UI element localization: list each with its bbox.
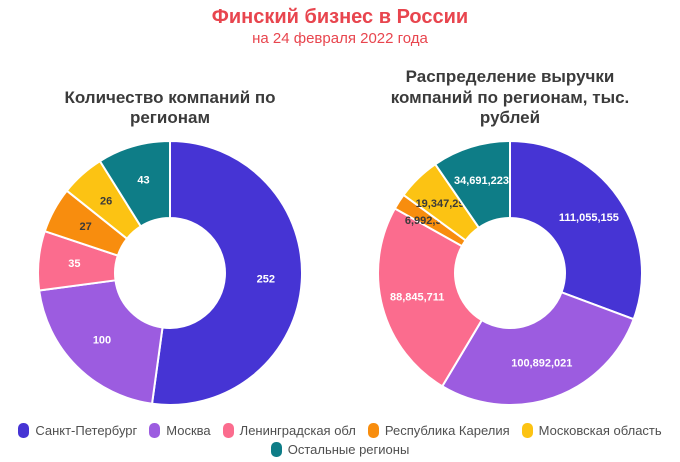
revenue-donut-chart: 111,055,155 100,892,021 88,845,711 6,992,94… <box>372 135 648 416</box>
report-header: Финский бизнес в России на 24 февраля 20… <box>0 0 680 49</box>
slice-value-label: 35 <box>68 258 80 270</box>
slice-value-label: 43 <box>137 175 149 187</box>
charts-row: Количество компаний по регионам 252 100 35… <box>0 49 680 416</box>
legend-item-4[interactable]: Республика Карелия <box>367 422 510 439</box>
legend-item-1[interactable]: Санкт-Петербург <box>18 422 137 439</box>
companies-donut-svg: 252 100 35 27 26 43 <box>36 140 304 406</box>
legend-item-label: Московская область <box>538 423 662 438</box>
companies-chart-section: Количество компаний по регионам 252 100 35… <box>0 49 340 416</box>
legend-marker-icon <box>270 442 282 457</box>
companies-chart-title: Количество компаний по регионам <box>64 87 276 128</box>
legend-item-6[interactable]: Остальные регионы <box>270 441 410 458</box>
legend-marker-icon <box>521 423 533 438</box>
slice-value-label: 27 <box>79 221 91 233</box>
page-subtitle: на 24 февраля 2022 года <box>252 30 428 47</box>
slice-Ленинградская обл[interactable] <box>377 207 483 388</box>
legend-item-2[interactable]: Москва <box>149 422 211 439</box>
revenue-chart-title: Распределение выручки компаний по регион… <box>390 66 630 128</box>
slice-value-label: 88,845,711 <box>390 292 444 304</box>
legend-marker-icon <box>149 423 161 438</box>
slice-Москва[interactable] <box>441 291 635 406</box>
legend-marker-icon <box>367 423 379 438</box>
legend-item-label: Республика Карелия <box>384 423 510 438</box>
revenue-chart-section: Распределение выручки компаний по регион… <box>340 49 680 416</box>
revenue-donut-svg: 111,055,155100,892,02188,845,7116,992,94… <box>377 140 643 406</box>
slice-value-label: 26 <box>100 195 112 207</box>
legend-marker-icon <box>222 423 234 438</box>
slice-Остальные регионы[interactable] <box>98 140 171 228</box>
slice-value-label: 34,691,223 <box>454 175 509 187</box>
page-title: Финский бизнес в России <box>211 6 469 28</box>
companies-donut-chart: 252 100 35 27 26 43 <box>32 135 308 416</box>
legend-item-label: Ленинградская обл <box>239 423 356 438</box>
slice-value-label: 100,892,021 <box>511 358 572 370</box>
slice-value-label: 252 <box>257 274 275 286</box>
legend-item-label: Остальные регионы <box>287 442 410 457</box>
slice-value-label: 100 <box>93 335 111 347</box>
slice-Москва[interactable] <box>38 279 164 405</box>
legend-item-label: Москва <box>166 423 211 438</box>
slice-Санкт-Петербург[interactable] <box>509 140 643 321</box>
slice-value-label: 19,347,295 <box>416 198 471 210</box>
slice-Санкт-Петербург[interactable] <box>151 140 304 406</box>
legend: Санкт-Петербург Москва Ленинградская обл Ре… <box>10 422 670 458</box>
slice-value-label: 111,055,155 <box>559 212 619 224</box>
legend-item-3[interactable]: Ленинградская обл <box>222 422 356 439</box>
slice-Остальные регионы[interactable] <box>434 140 511 229</box>
legend-item-5[interactable]: Московская область <box>521 422 662 439</box>
legend-marker-icon <box>18 423 30 438</box>
legend-item-label: Санкт-Петербург <box>35 423 138 438</box>
